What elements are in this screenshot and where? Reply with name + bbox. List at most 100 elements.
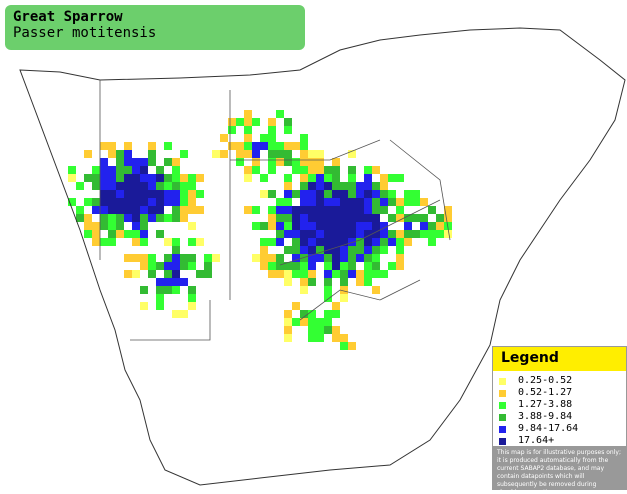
cell bbox=[268, 238, 276, 246]
cell bbox=[292, 214, 300, 222]
cell bbox=[172, 310, 180, 318]
cell bbox=[348, 166, 356, 174]
cell bbox=[292, 166, 300, 174]
cell bbox=[364, 174, 372, 182]
cell bbox=[420, 230, 428, 238]
cell bbox=[348, 270, 356, 278]
cell bbox=[268, 214, 276, 222]
cell bbox=[156, 302, 164, 310]
legend-list: 0.25-0.52 0.52-1.27 1.27-3.88 3.88-9.84 9.84… bbox=[493, 375, 626, 447]
species-name: Great Sparrow bbox=[13, 9, 123, 25]
cell bbox=[108, 150, 116, 158]
cell bbox=[284, 158, 292, 166]
cell bbox=[148, 214, 156, 222]
cell bbox=[252, 254, 260, 262]
cell bbox=[84, 230, 92, 238]
cell bbox=[76, 182, 84, 190]
cell bbox=[116, 230, 124, 238]
cell bbox=[244, 118, 252, 126]
cell bbox=[284, 214, 292, 222]
cell bbox=[172, 206, 180, 214]
distribution-cells bbox=[68, 110, 452, 350]
cell bbox=[276, 254, 284, 262]
cell bbox=[316, 246, 324, 254]
cell bbox=[364, 190, 372, 198]
cell bbox=[116, 198, 124, 206]
cell bbox=[124, 230, 132, 238]
cell bbox=[300, 286, 308, 294]
cell bbox=[116, 150, 124, 158]
cell bbox=[212, 150, 220, 158]
cell bbox=[444, 214, 452, 222]
cell bbox=[292, 262, 300, 270]
cell bbox=[268, 190, 276, 198]
cell bbox=[332, 302, 340, 310]
cell bbox=[340, 198, 348, 206]
cell bbox=[284, 126, 292, 134]
cell bbox=[300, 158, 308, 166]
cell bbox=[316, 182, 324, 190]
cell bbox=[332, 222, 340, 230]
cell bbox=[332, 310, 340, 318]
cell bbox=[332, 190, 340, 198]
cell bbox=[340, 270, 348, 278]
cell bbox=[108, 166, 116, 174]
cell bbox=[172, 262, 180, 270]
cell bbox=[308, 166, 316, 174]
cell bbox=[324, 238, 332, 246]
cell bbox=[396, 174, 404, 182]
cell bbox=[340, 334, 348, 342]
cell bbox=[348, 254, 356, 262]
cell bbox=[348, 174, 356, 182]
cell bbox=[300, 254, 308, 262]
cell bbox=[132, 270, 140, 278]
cell bbox=[380, 190, 388, 198]
title-box: Great Sparrow Passer motitensis bbox=[5, 5, 305, 50]
cell bbox=[308, 246, 316, 254]
cell bbox=[284, 150, 292, 158]
cell bbox=[188, 206, 196, 214]
cell bbox=[436, 230, 444, 238]
cell bbox=[284, 174, 292, 182]
cell bbox=[188, 182, 196, 190]
cell bbox=[316, 318, 324, 326]
cell bbox=[108, 198, 116, 206]
cell bbox=[156, 174, 164, 182]
cell bbox=[332, 166, 340, 174]
cell bbox=[124, 166, 132, 174]
cell bbox=[300, 198, 308, 206]
cell bbox=[148, 142, 156, 150]
cell bbox=[316, 166, 324, 174]
cell bbox=[276, 158, 284, 166]
cell bbox=[124, 158, 132, 166]
cell bbox=[172, 254, 180, 262]
cell bbox=[140, 238, 148, 246]
cell bbox=[188, 302, 196, 310]
cell bbox=[148, 150, 156, 158]
cell bbox=[324, 214, 332, 222]
cell bbox=[340, 262, 348, 270]
cell bbox=[300, 182, 308, 190]
cell bbox=[276, 206, 284, 214]
cell bbox=[132, 206, 140, 214]
cell bbox=[308, 222, 316, 230]
cell bbox=[428, 238, 436, 246]
cell bbox=[276, 230, 284, 238]
cell bbox=[348, 262, 356, 270]
legend-swatch bbox=[499, 377, 506, 385]
cell bbox=[124, 254, 132, 262]
cell bbox=[300, 222, 308, 230]
cell bbox=[284, 270, 292, 278]
cell bbox=[300, 190, 308, 198]
cell bbox=[372, 286, 380, 294]
cell bbox=[204, 270, 212, 278]
cell bbox=[100, 142, 108, 150]
cell bbox=[356, 254, 364, 262]
cell bbox=[284, 222, 292, 230]
cell bbox=[292, 302, 300, 310]
cell bbox=[308, 318, 316, 326]
cell bbox=[164, 142, 172, 150]
cell bbox=[140, 158, 148, 166]
cell bbox=[364, 278, 372, 286]
cell bbox=[284, 318, 292, 326]
